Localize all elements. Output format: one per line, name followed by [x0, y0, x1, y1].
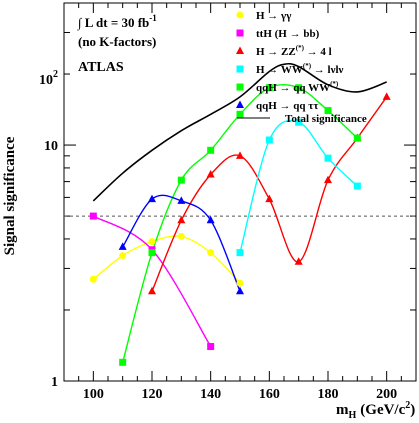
legend-swatch-qqtt	[236, 100, 244, 108]
point-qqtt	[118, 242, 127, 250]
curve-qqtt	[122, 194, 241, 292]
legend-swatch-ww	[236, 65, 244, 73]
legend-swatch-zz	[236, 46, 244, 54]
experiment-label: ATLAS	[78, 60, 124, 75]
kfactor-note: (no K-factors)	[78, 34, 156, 49]
point-qqww	[295, 84, 303, 92]
y-tick-label: 10	[44, 139, 58, 154]
point-zz	[206, 170, 215, 178]
legend-label-gg: H → γγ	[256, 10, 291, 22]
y-tick-label-exponent: 2	[53, 69, 58, 80]
point-zz	[236, 151, 244, 159]
point-qqtt	[236, 286, 244, 295]
point-zz	[265, 194, 274, 203]
legend-text-part: Total significance	[285, 113, 367, 125]
legend-text-part: → 4 l	[304, 46, 332, 58]
legend-text-part: qqH → qq WW	[256, 82, 330, 94]
legend-text-part: qqH → qq ττ	[256, 100, 318, 112]
legend-swatch-qqww	[236, 83, 244, 91]
legend-text-part: H → γγ	[256, 10, 291, 22]
point-ww	[236, 249, 244, 257]
point-qqtt	[206, 215, 215, 224]
x-tick-label: 140	[200, 387, 221, 402]
point-qqww	[265, 84, 273, 92]
point-qqtt	[148, 194, 156, 203]
point-ww	[353, 182, 361, 190]
point-qqww	[177, 176, 185, 184]
curve-qqww	[122, 83, 358, 363]
point-qqww	[236, 110, 244, 118]
point-gg	[119, 252, 127, 260]
point-ww	[265, 136, 273, 144]
point-ww	[295, 118, 303, 126]
legend-label-tth: ttH (H → bb)	[256, 28, 320, 40]
y-tick-label-base: 10	[44, 139, 58, 154]
point-gg	[207, 249, 215, 257]
point-zz	[177, 215, 186, 224]
curve-total	[92, 62, 387, 202]
point-tth	[89, 212, 97, 220]
luminosity-label: ∫ L dt = 30 fb-1	[77, 13, 157, 31]
curve-tth	[92, 215, 212, 347]
curve-ww	[239, 119, 358, 253]
point-gg	[177, 232, 185, 240]
point-qqww	[148, 249, 156, 257]
x-tick-label: 120	[142, 387, 163, 402]
x-tick-label: 100	[83, 387, 104, 402]
point-tth	[207, 343, 215, 351]
legend-text-part: (*)	[303, 62, 312, 70]
x-axis-title: mH (GeV/c2)	[336, 400, 415, 421]
point-zz	[382, 92, 391, 100]
legend-text-part: (*)	[296, 44, 305, 52]
legend-text-part: H → ZZ	[256, 46, 296, 58]
y-axis-title: Signal significance	[2, 136, 18, 255]
x-axis: 100 120 140 160 180 200	[63, 3, 417, 402]
legend-text-part: H → WW	[256, 64, 303, 76]
x-tick-label: 180	[318, 387, 339, 402]
y-tick-label: 1	[51, 375, 58, 390]
point-qqtt	[177, 196, 186, 204]
curve-gg	[92, 235, 241, 284]
x-tick-label: 200	[376, 387, 397, 402]
legend-swatch-gg	[236, 11, 244, 19]
point-gg	[236, 279, 244, 287]
legend-label-total: Total significance	[285, 113, 367, 125]
legend-label-ww: H → WW(*) → lνlν	[256, 62, 344, 76]
legend-text-part: ttH (H → bb)	[256, 28, 320, 40]
point-qqww	[324, 107, 332, 115]
series-curves	[92, 62, 388, 363]
point-zz	[324, 175, 332, 184]
point-qqww	[207, 146, 215, 154]
y-tick-label-base: 1	[51, 375, 58, 390]
legend-swatch-tth	[236, 29, 244, 37]
legend-label-qqww: qqH → qq WW(*)	[256, 80, 339, 94]
point-zz	[294, 257, 303, 265]
point-gg	[148, 238, 156, 246]
series-markers	[89, 84, 391, 366]
point-ww	[324, 154, 332, 162]
x-tick-label: 160	[259, 387, 280, 402]
point-qqww	[119, 358, 127, 366]
legend-text-part: (*)	[330, 80, 339, 88]
legend-label-qqtt: qqH → qq ττ	[256, 100, 318, 112]
y-tick-label: 102	[39, 69, 58, 88]
legend-text-part: → lνlν	[311, 64, 344, 76]
point-gg	[89, 275, 97, 283]
point-qqww	[353, 134, 361, 142]
point-zz	[148, 286, 156, 295]
curve-zz	[151, 96, 388, 292]
y-tick-label-base: 10	[39, 73, 53, 88]
legend-label-zz: H → ZZ(*) → 4 l	[256, 44, 332, 58]
